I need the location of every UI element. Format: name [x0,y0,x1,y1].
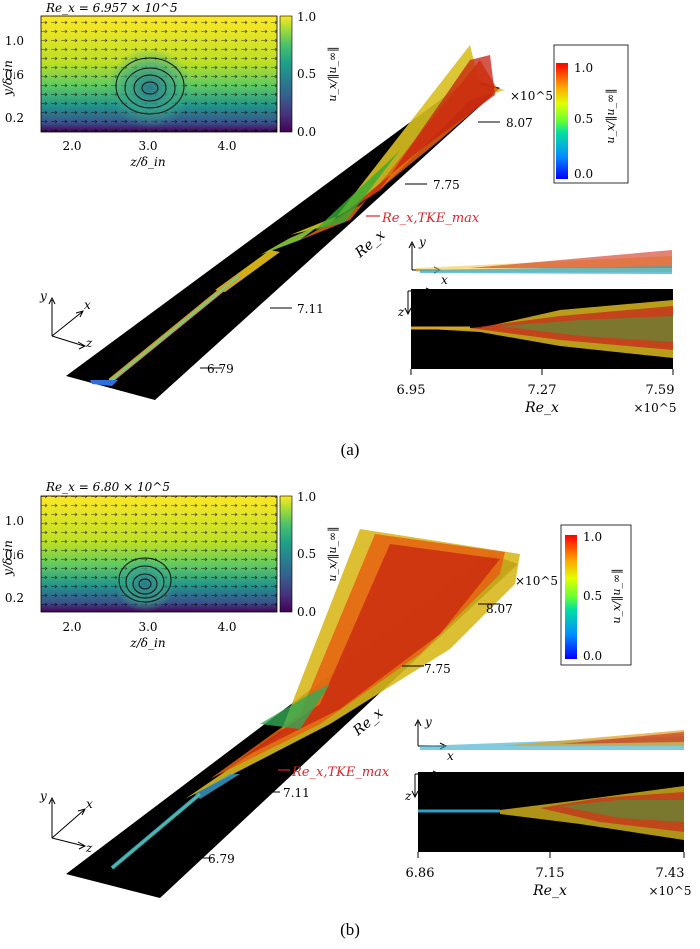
side-tick: 7.59 [646,383,675,398]
top-view-strip: z 6.86 7.15 7.43 Re_x ×10^5 [404,770,692,899]
inset-ytick: 0.6 [5,68,24,82]
top-view-strip: z 6.95 7.27 7.59 Re_x ×10^5 [397,287,677,416]
panel-b-caption: (b) [340,920,360,939]
plate-3d-view [66,45,505,400]
panel-a-caption: (a) [340,440,360,459]
side-tick: 7.15 [536,866,565,881]
main-tick: 7.75 [424,662,451,676]
triad-y-label: y [39,789,47,803]
inset-xtick: 3.0 [138,620,157,634]
side-tick: 6.86 [406,866,435,881]
side-tick: 7.27 [528,383,557,398]
inset-ytick: 0.6 [5,548,24,562]
side-multiplier: ×10^5 [633,401,676,415]
inset-contour-plot: Re_x = 6.80 × 10^5 1.0 0.6 0.2 2.0 3.0 4… [1,480,340,650]
top-z-label: z [397,305,405,319]
coordinate-triad: y x z [39,789,93,855]
legend-colorbar [556,63,568,179]
main-tick: 8.07 [486,602,513,616]
main-multiplier: ×10^5 [515,574,558,588]
coordinate-triad: y x z [39,289,93,350]
main-axis-label: Re_x [352,227,389,262]
side-y-label: y [424,715,432,729]
legend-tick: 0.0 [583,649,602,663]
inset-cbar-tick: 1.0 [297,490,316,504]
figure-panel-a: Re_x = 6.957 × 10^5 1.0 0.6 0.2 2.0 3.0 … [0,0,700,470]
inset-colorbar [279,15,293,133]
inset-xtick: 4.0 [217,139,236,153]
inset-xtick: 4.0 [217,620,236,634]
inset-xtick: 2.0 [62,139,81,153]
inset-ylabel: y/δ_in [1,540,15,577]
inset-xtick: 3.0 [138,139,157,153]
main-tick: 6.79 [207,362,234,376]
legend-tick: 1.0 [583,530,602,544]
triad-x-label: x [84,298,91,312]
inset-xlabel: z/δ_in [129,636,165,650]
side-x-label: x [447,749,454,763]
inset-title: Re_x = 6.957 × 10^5 [45,1,178,15]
side-y-label: y [418,235,426,249]
side-view-strip: y x [408,235,672,287]
inset-colorbar [279,495,293,613]
legend-tick: 0.5 [583,589,602,603]
velocity-legend: 1.0 0.5 0.0 u_x/‖u_∞‖ [553,44,629,184]
legend-tick: 1.0 [574,61,593,75]
side-x-label: x [441,273,448,287]
inset-xlabel: z/δ_in [129,155,165,169]
inset-cbar-tick: 0.0 [297,125,316,139]
inset-ytick: 1.0 [5,514,24,528]
inset-cbar-label: u_x/‖u_∞‖ [326,46,340,101]
figure-panel-b: Re_x = 6.80 × 10^5 1.0 0.6 0.2 2.0 3.0 4… [0,474,700,944]
inset-cbar-label: u_x/‖u_∞‖ [326,526,340,581]
side-multiplier: ×10^5 [648,884,691,898]
side-tick: 7.43 [656,866,685,881]
inset-cbar-tick: 1.0 [297,10,316,24]
legend-tick: 0.0 [574,167,593,181]
side-view-strip: y x [414,715,684,763]
inset-ytick: 0.2 [5,591,24,605]
inset-ylabel: y/δ_in [1,60,15,97]
side-axis-label: Re_x [524,400,559,416]
triad-z-label: z [85,336,93,350]
inset-xtick: 2.0 [62,620,81,634]
side-axis-label: Re_x [532,883,567,899]
main-tick: 7.75 [433,178,460,192]
side-tick: 6.95 [397,383,426,398]
triad-x-label: x [86,797,93,811]
inset-title: Re_x = 6.80 × 10^5 [45,480,170,494]
velocity-legend: 1.0 0.5 0.0 u_x/‖u_∞‖ [560,524,632,666]
inset-cbar-tick: 0.5 [297,547,316,561]
legend-label: u_x/‖u_∞‖ [610,568,624,623]
legend-label: u_x/‖u_∞‖ [604,88,618,143]
panel-b-graphic: Re_x = 6.80 × 10^5 1.0 0.6 0.2 2.0 3.0 4… [1,480,692,899]
triad-z-label: z [85,841,93,855]
main-tick: 8.07 [506,116,533,130]
tke-max-label: Re_x,TKE_max [381,211,480,226]
inset-ytick: 0.2 [5,111,24,125]
main-tick: 7.11 [283,786,310,800]
plate-3d-view [66,529,520,898]
top-z-label: z [404,789,412,803]
main-tick: 7.11 [297,302,324,316]
inset-ytick: 1.0 [5,34,24,48]
legend-tick: 0.5 [574,112,593,126]
legend-colorbar [565,535,577,659]
main-axis: 8.07 ×10^5 7.75 7.11 6.79 Re_x Re_x,TKE_… [200,89,553,376]
main-tick: 6.79 [208,852,235,866]
triad-y-label: y [39,289,47,303]
main-multiplier: ×10^5 [510,89,553,103]
tke-max-label: Re_x,TKE_max [291,765,390,780]
panel-a-graphic: Re_x = 6.957 × 10^5 1.0 0.6 0.2 2.0 3.0 … [1,1,677,416]
inset-contour-plot: Re_x = 6.957 × 10^5 1.0 0.6 0.2 2.0 3.0 … [1,1,340,169]
inset-cbar-tick: 0.0 [297,605,316,619]
inset-cbar-tick: 0.5 [297,67,316,81]
